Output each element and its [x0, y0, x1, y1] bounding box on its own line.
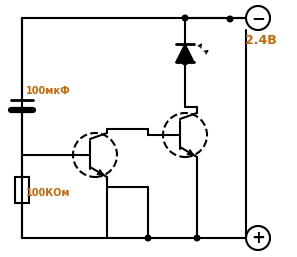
Polygon shape	[176, 44, 194, 62]
Circle shape	[182, 15, 188, 21]
Text: +: +	[251, 229, 265, 247]
Circle shape	[182, 59, 188, 65]
Circle shape	[194, 235, 200, 241]
Circle shape	[227, 16, 233, 22]
Text: 2.4B: 2.4B	[245, 34, 277, 47]
Bar	[15, 177, 29, 203]
Text: 100мкФ: 100мкФ	[26, 86, 71, 96]
Text: −: −	[251, 9, 265, 27]
Circle shape	[145, 235, 151, 241]
Text: 100КОм: 100КОм	[26, 188, 70, 198]
